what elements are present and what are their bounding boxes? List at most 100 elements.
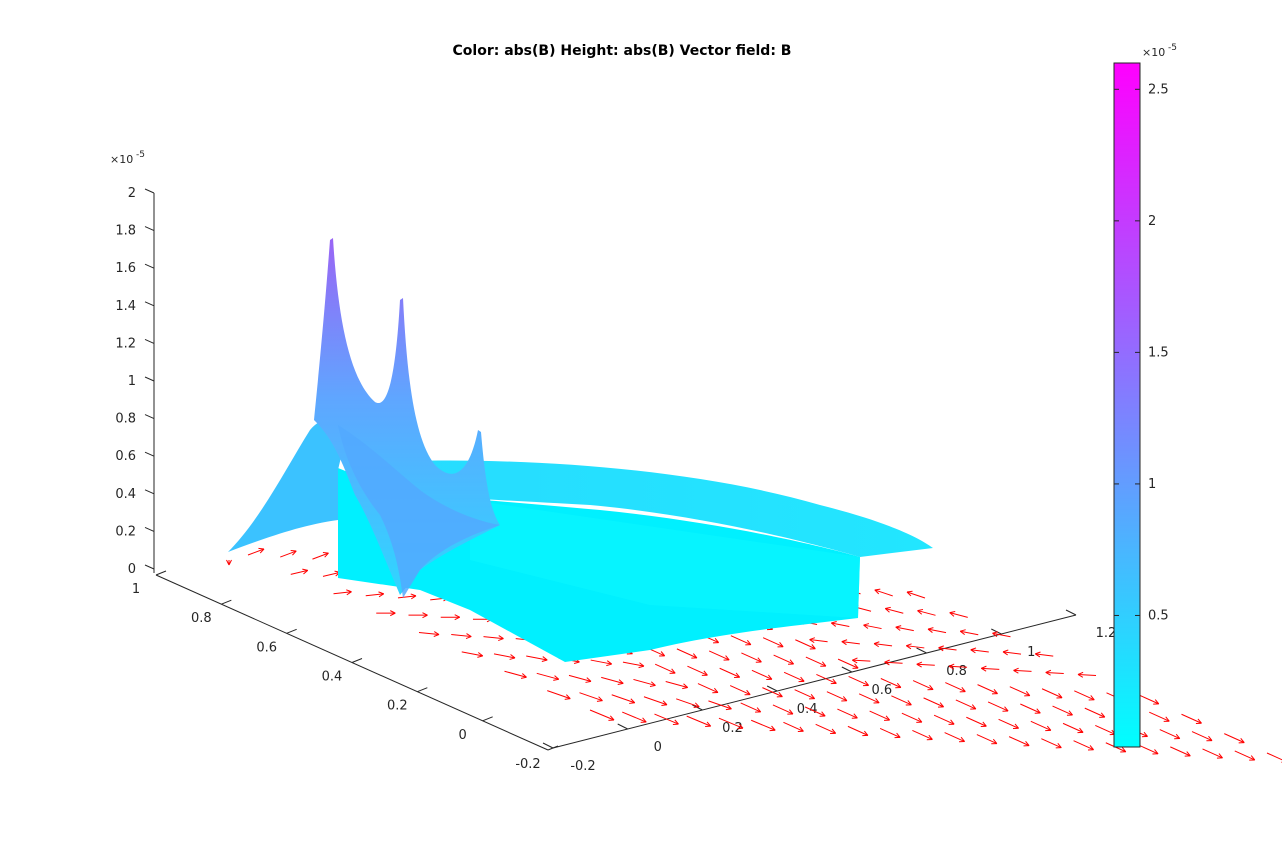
vector-arrow	[697, 683, 719, 694]
z-tick-mark	[144, 226, 155, 232]
x-tick-label: 0	[654, 740, 662, 755]
z-tick-mark	[144, 263, 155, 269]
vector-arrow	[730, 635, 752, 646]
vector-arrow	[601, 676, 624, 685]
vector-arrow	[440, 614, 460, 621]
vector-arrow	[1084, 707, 1106, 718]
vector-arrow	[923, 697, 944, 708]
vector-arrow	[949, 610, 968, 618]
vector-arrow	[1041, 738, 1062, 749]
vector-arrow	[461, 651, 484, 658]
colorbar-tick-label: 1	[1148, 477, 1156, 492]
y-tick-mark	[482, 716, 493, 722]
colorbar-gradient	[1113, 62, 1141, 748]
vector-arrow	[912, 730, 933, 741]
vector-arrow	[938, 645, 957, 652]
vector-arrow	[1052, 705, 1073, 716]
y-tick-mark	[155, 570, 167, 576]
vector-arrow	[762, 687, 783, 698]
vector-arrow	[976, 734, 998, 745]
vector-arrow	[891, 695, 912, 706]
vector-arrow	[686, 715, 712, 728]
z-exponent: -5	[136, 150, 145, 160]
vector-arrow	[959, 629, 979, 636]
vector-arrow	[805, 656, 827, 667]
vector-arrow	[906, 590, 926, 599]
z-tick-label: 0.2	[115, 524, 136, 539]
colorbar-exponent: -5	[1168, 43, 1177, 53]
z-tick-mark	[144, 301, 155, 307]
vector-arrow	[966, 716, 987, 727]
y-tick-mark	[417, 687, 428, 693]
vector-arrow	[945, 682, 966, 693]
vector-arrow	[1191, 731, 1213, 742]
colorbar-tick-label: 2.5	[1148, 82, 1169, 97]
vector-arrow	[879, 727, 901, 739]
y-tick-label: -0.2	[515, 757, 540, 772]
surface-wall-shade	[470, 500, 860, 618]
vector-arrow	[622, 661, 645, 669]
z-tick-label: 1.4	[115, 299, 136, 314]
vector-arrow	[873, 641, 893, 648]
z-tick-label: 0	[128, 562, 136, 577]
x-tick-label: 1	[1027, 645, 1035, 660]
vector-arrow	[751, 669, 773, 681]
vector-arrow	[837, 658, 859, 669]
vector-arrow	[884, 606, 904, 614]
vector-arrow	[1002, 649, 1022, 656]
surface	[228, 238, 933, 662]
vector-arrow	[848, 675, 869, 687]
y-tick-label: 1	[132, 582, 140, 597]
vector-arrow	[1077, 671, 1097, 678]
vector-arrow	[322, 570, 341, 577]
vector-arrow	[708, 700, 732, 711]
vector-arrow	[547, 690, 571, 700]
vector-arrow	[226, 559, 232, 566]
vector-arrow	[944, 732, 966, 743]
z-tick-label: 0.6	[115, 449, 136, 464]
vector-arrow	[772, 704, 794, 715]
vector-arrow	[740, 702, 762, 713]
vector-arrow	[365, 591, 385, 598]
vector-arrow	[1234, 750, 1256, 761]
vector-arrow	[718, 717, 744, 730]
vector-arrow	[906, 643, 925, 650]
vector-arrow	[247, 547, 265, 556]
z-tick-label: 1.8	[115, 224, 136, 239]
z-axis: 0 0.2 0.4 0.6 0.8 1 1.2 1.4 1.6 1.8 2	[115, 186, 155, 577]
vector-arrow	[719, 667, 741, 678]
vector-arrow	[579, 692, 603, 702]
x-tick-label: 0.2	[722, 721, 743, 736]
vector-arrow	[1013, 667, 1032, 674]
z-tick-label: 0.8	[115, 412, 136, 427]
x-tick-mark	[766, 685, 778, 692]
vector-arrow	[773, 654, 795, 665]
colorbar: 0.5 1 1.5 2 2.5 ×10 -5	[1113, 43, 1177, 748]
vector-arrow	[1170, 746, 1191, 757]
vector-arrow	[1009, 686, 1031, 697]
surface-peak-front	[338, 425, 500, 598]
surface-ring-top	[405, 460, 933, 557]
z-tick-label: 1.6	[115, 261, 136, 276]
vector-arrow	[880, 678, 902, 689]
vector-arrow	[809, 637, 828, 644]
vector-arrow	[676, 698, 700, 709]
vector-arrow	[1008, 736, 1030, 747]
vector-arrow	[895, 625, 914, 632]
vector-arrow	[611, 694, 636, 704]
x-tick-mark	[991, 628, 1002, 635]
vector-arrow	[1137, 744, 1159, 755]
vector-arrow	[762, 637, 784, 648]
vector-arrow	[622, 711, 647, 723]
vector-arrow	[1041, 688, 1063, 699]
vector-arrow	[1073, 740, 1094, 751]
x-tick-mark	[1065, 609, 1077, 616]
vector-arrow	[852, 657, 871, 664]
x-tick-label: 0.6	[872, 683, 893, 698]
vector-arrow	[955, 699, 977, 710]
vector-arrow	[654, 713, 679, 725]
vector-arrow	[1202, 748, 1223, 759]
y-axis: -0.2 0 0.2 0.4 0.6 0.8 1	[132, 570, 559, 772]
z-tick-label: 1	[128, 374, 136, 389]
vector-arrow	[729, 685, 751, 696]
